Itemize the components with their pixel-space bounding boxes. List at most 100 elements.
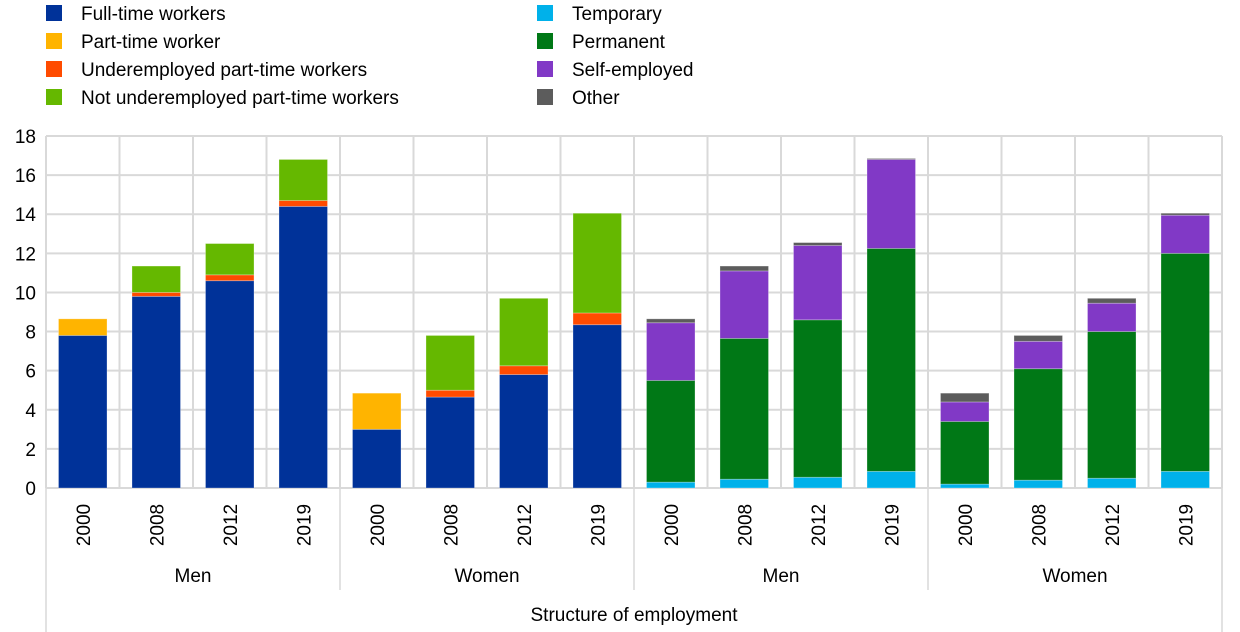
bar-segment-fulltime (278, 205, 328, 489)
x-tick-label: 2019 (882, 504, 903, 546)
bar-segment-permanent (646, 380, 696, 483)
bar-segment-underemployed (572, 312, 622, 326)
bar-segment-underemployed (131, 292, 181, 297)
x-tick-label: 2008 (147, 504, 168, 546)
y-tick-label: 14 (15, 205, 37, 226)
bar-segment-fulltime (205, 280, 255, 489)
bar-segment-fulltime (499, 374, 549, 489)
bar-segment-selfemployed (793, 245, 843, 321)
x-group-label: Women (454, 566, 519, 587)
x-group-label: Women (1042, 566, 1107, 587)
legend-swatch-fulltime (46, 5, 62, 21)
x-tick-label: 2000 (74, 504, 95, 546)
bar-segment-permanent (940, 421, 990, 485)
legend-swatch-other (537, 89, 553, 105)
bar-segment-fulltime (58, 335, 108, 489)
bar-segment-underemployed (425, 389, 475, 398)
x-axis-title: Structure of employment (531, 605, 739, 626)
x-axis: 2000 2008 2012 2019 Men 2000 2008 2012 2019 Women… (45, 488, 1223, 632)
bar-segment-underemployed (205, 274, 255, 282)
y-tick-label: 4 (25, 401, 36, 422)
x-tick-label: 2008 (441, 504, 462, 546)
bar-segment-selfemployed (940, 401, 990, 422)
bar-segment-other (940, 392, 990, 403)
x-tick-label: 2012 (515, 504, 536, 546)
bar-segment-permanent (719, 337, 769, 480)
y-tick-label: 6 (25, 362, 36, 383)
bar-segment-notunderemployed (499, 297, 549, 367)
bars (58, 158, 1210, 489)
bar-segment-other (793, 242, 843, 246)
bar-segment-permanent (1087, 331, 1137, 479)
legend-label-permanent: Permanent (572, 32, 666, 53)
bar-segment-fulltime (572, 324, 622, 489)
bar-segment-underemployed (278, 200, 328, 207)
bar-segment-notunderemployed (278, 159, 328, 201)
legend-label-parttime: Part-time worker (81, 32, 221, 53)
bar-segment-temporary (1087, 477, 1137, 489)
legend-swatch-notunderemployed (46, 89, 62, 105)
x-tick-label: 2019 (294, 504, 315, 546)
bar-segment-fulltime (131, 295, 181, 489)
legend-label-underemployed: Underemployed part-time workers (81, 60, 367, 81)
legend-swatch-parttime (46, 33, 62, 49)
legend-swatch-temporary (537, 5, 553, 21)
bar-segment-other (1160, 212, 1210, 216)
legend-swatch-permanent (537, 33, 553, 49)
x-tick-label: 2000 (368, 504, 389, 546)
bar-segment-temporary (866, 470, 916, 489)
bar-segment-other (1087, 297, 1137, 304)
bar-segment-selfemployed (646, 322, 696, 381)
bar-segment-temporary (940, 483, 990, 489)
y-tick-label: 8 (25, 323, 36, 344)
bar-segment-permanent (1160, 252, 1210, 472)
x-tick-label: 2008 (1029, 504, 1050, 546)
x-tick-label: 2008 (735, 504, 756, 546)
x-tick-label: 2012 (221, 504, 242, 546)
bar-segment-notunderemployed (425, 335, 475, 391)
y-tick-label: 0 (25, 479, 36, 500)
bar-segment-fulltime (352, 428, 402, 489)
x-tick-label: 2000 (662, 504, 683, 546)
x-group-label: Men (175, 566, 212, 587)
bar-segment-permanent (1013, 368, 1063, 481)
bar-segment-temporary (646, 481, 696, 489)
y-tick-label: 10 (15, 283, 36, 304)
x-tick-label: 2019 (1176, 504, 1197, 546)
legend-label-selfemployed: Self-employed (572, 60, 693, 81)
x-tick-label: 2000 (956, 504, 977, 546)
bar-segment-other (1013, 335, 1063, 342)
bar-segment-parttime (352, 392, 402, 430)
y-tick-label: 12 (15, 244, 36, 265)
bar-segment-notunderemployed (205, 243, 255, 276)
bar-segment-selfemployed (719, 270, 769, 339)
bar-segment-temporary (793, 476, 843, 489)
bar-segment-other (646, 318, 696, 324)
legend: Full-time workers Part-time worker Underem… (46, 4, 693, 109)
bar-segment-temporary (1160, 470, 1210, 489)
bar-segment-selfemployed (1087, 302, 1137, 332)
bar-segment-fulltime (425, 396, 475, 489)
legend-label-temporary: Temporary (572, 4, 662, 25)
bar-segment-other (866, 158, 916, 160)
x-tick-label: 2019 (588, 504, 609, 546)
legend-swatch-underemployed (46, 61, 62, 77)
legend-label-other: Other (572, 88, 620, 109)
bar-segment-notunderemployed (572, 212, 622, 314)
x-group-label: Men (763, 566, 800, 587)
y-tick-label: 18 (15, 127, 36, 148)
bar-segment-notunderemployed (131, 265, 181, 293)
bar-segment-parttime (58, 318, 108, 336)
legend-label-fulltime: Full-time workers (81, 4, 226, 25)
bar-segment-other (719, 265, 769, 272)
x-tick-label: 2012 (809, 504, 830, 546)
bar-segment-selfemployed (866, 159, 916, 249)
bar-segment-temporary (719, 478, 769, 489)
bar-segment-selfemployed (1160, 214, 1210, 254)
legend-swatch-selfemployed (537, 61, 553, 77)
bar-segment-underemployed (499, 365, 549, 375)
y-tick-label: 16 (15, 166, 36, 187)
bar-segment-temporary (1013, 479, 1063, 489)
x-tick-label: 2012 (1103, 504, 1124, 546)
